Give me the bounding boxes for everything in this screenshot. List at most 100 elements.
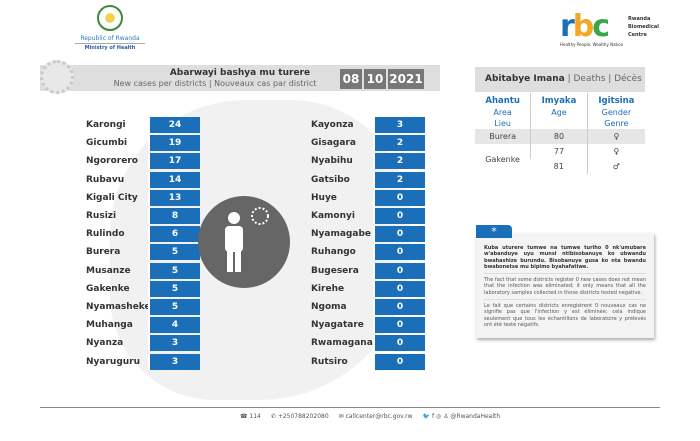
district-name: Rubavu	[86, 174, 125, 185]
social-text: @RwandaHealth	[450, 413, 501, 420]
district-name: Gakenke	[86, 283, 130, 294]
moh-line2: Ministry of Health	[75, 43, 145, 51]
h-fr: Lieu	[494, 119, 511, 128]
ministry-of-health-logo: Republic of Rwanda Ministry of Health	[75, 5, 145, 51]
case-count: 0	[373, 189, 425, 206]
district-row: Ruhango 0	[311, 244, 425, 261]
district-name: Kamonyi	[311, 211, 355, 221]
table-row: Gakenke 77 ♀	[475, 144, 645, 164]
moh-line1: Republic of Rwanda	[80, 35, 140, 42]
case-count: 14	[148, 171, 200, 188]
phone-icon: ☎	[240, 413, 248, 420]
district-name: Gisagara	[311, 138, 356, 149]
district-row: Gatsibo 2	[311, 171, 425, 188]
case-count: 3	[148, 335, 200, 352]
age: 80	[530, 129, 588, 144]
age: 77	[530, 144, 588, 159]
district-row: Nyamasheke 5	[86, 299, 200, 315]
note-en: The fact that some districts register 0 …	[484, 274, 646, 301]
date-month: 10	[364, 69, 386, 89]
district-row: Musanze 5	[86, 262, 200, 279]
district-name: Gatsibo	[311, 174, 350, 185]
date-year: 2021	[388, 69, 424, 89]
case-count: 3	[148, 353, 200, 370]
note-box: Kuba uturere tumwe na tumwe turiho 0 nk'…	[476, 233, 654, 338]
district-name: Kirehe	[311, 283, 345, 294]
district-name: Nyabihu	[311, 156, 353, 167]
case-count: 5	[148, 262, 200, 279]
district-name: Nyamasheke	[86, 302, 151, 312]
district-row: Gisagara 2	[311, 135, 425, 152]
table-row: Burera 80 ♀	[475, 129, 645, 144]
title-subtitle: New cases per districts | Nouveaux cas p…	[113, 79, 317, 88]
case-count: 8	[148, 208, 200, 224]
asterisk-icon: *	[476, 225, 512, 238]
phone-text: +250788202080	[277, 413, 329, 420]
age: 81	[553, 162, 564, 171]
district-row: Kamonyi 0	[311, 208, 425, 224]
district-row: Nyanza 3	[86, 335, 200, 352]
h-rw: Imyaka	[541, 96, 577, 106]
hotline-text: 114	[249, 413, 261, 420]
district-row: Nyamagabe 0	[311, 226, 425, 243]
area: Gakenke	[485, 154, 520, 164]
note-rw: Kuba uturere tumwe na tumwe turiho 0 nk'…	[484, 242, 646, 275]
deaths-table: Ahantu Area Lieu Imyaka Age Igitsina Gender G…	[475, 93, 645, 174]
case-count: 6	[148, 226, 200, 243]
title-kinyarwanda: Abarwayi bashya mu turere	[169, 68, 311, 78]
district-name: Nyamagabe	[311, 229, 371, 240]
district-name: Gicumbi	[86, 138, 128, 149]
district-name: Huye	[311, 192, 337, 203]
district-name: Kigali City	[86, 192, 138, 203]
case-count: 0	[373, 317, 425, 334]
person-virus-icon	[198, 196, 290, 288]
case-count: 19	[148, 135, 200, 152]
case-count: 5	[148, 299, 200, 315]
district-row: Gakenke 5	[86, 280, 200, 297]
h-en: Gender	[601, 108, 632, 117]
col-age: Imyaka Age	[530, 93, 588, 129]
district-name: Karongi	[86, 120, 126, 130]
district-row: Nyagatare 0	[311, 317, 425, 334]
h-en: Age	[551, 108, 567, 117]
case-count: 5	[148, 280, 200, 297]
footer-divider	[40, 407, 660, 408]
district-row: Kirehe 0	[311, 280, 425, 297]
case-count: 13	[148, 189, 200, 206]
hotline: ☎ 114	[240, 413, 261, 420]
district-row: Nyabihu 2	[311, 153, 425, 170]
deaths-fr: Décès	[614, 74, 642, 84]
case-count: 0	[373, 353, 425, 370]
district-name: Kayonza	[311, 120, 354, 130]
whatsapp-icon: ✆	[270, 413, 276, 420]
rbc-tagline: Healthy People, Wealthy Nation	[560, 42, 624, 47]
district-name: Rusizi	[86, 211, 117, 221]
district-row: Rutsiro 0	[311, 353, 425, 370]
h-fr: Genre	[604, 119, 629, 128]
district-row: Burera 5	[86, 244, 200, 261]
case-count: 3	[373, 117, 425, 133]
social-links[interactable]: 🐦 f ◎ ♙ @RwandaHealth	[423, 413, 501, 420]
deaths-header: Abitabye Imana | Deaths | Décès	[475, 67, 645, 92]
case-count: 5	[148, 244, 200, 261]
sep: |	[567, 74, 571, 84]
deaths-en: Deaths	[573, 74, 606, 84]
case-count: 0	[373, 208, 425, 224]
gender-icon: ♂	[586, 159, 645, 174]
gender-icon: ♀	[586, 144, 645, 159]
table-row: 81 ♂	[475, 159, 645, 174]
case-count: 2	[373, 153, 425, 170]
h-rw: Igitsina	[598, 96, 635, 106]
rbc-logo: rbc Rwanda Biomedical Centre Healthy Peopl…	[560, 9, 659, 48]
case-count: 24	[148, 117, 200, 133]
rwanda-seal-icon	[97, 5, 123, 31]
col-gender: Igitsina Gender Genre	[586, 93, 645, 129]
case-count: 0	[373, 226, 425, 243]
district-name: Rwamagana	[311, 338, 373, 349]
district-row: Kigali City 13	[86, 189, 200, 206]
district-row: Huye 0	[311, 189, 425, 206]
rbc-name-3: Centre	[628, 32, 647, 38]
email-link[interactable]: ✉ callcenter@rbc.gov.rw	[339, 413, 413, 420]
district-row: Rusizi 8	[86, 208, 200, 224]
district-name: Bugesera	[311, 265, 359, 276]
